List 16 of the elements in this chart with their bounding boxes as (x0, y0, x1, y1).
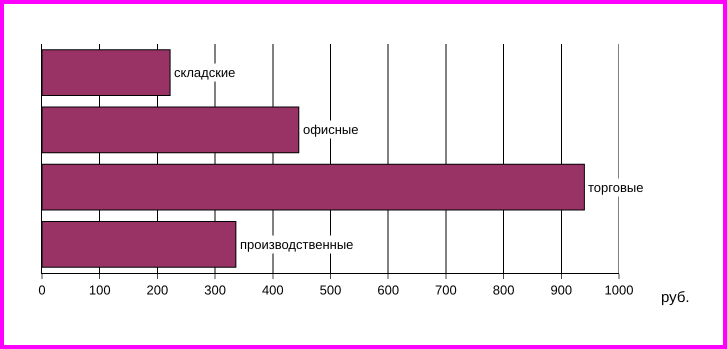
x-tick-label: 300 (204, 282, 226, 298)
x-tick-label: 1000 (604, 282, 634, 298)
y-tick-label: офисные (303, 122, 358, 137)
x-tick-label: 900 (550, 282, 572, 298)
x-tick-label: 600 (377, 282, 400, 298)
x-tick-label: 500 (320, 282, 342, 298)
y-tick-label: складские (174, 65, 236, 80)
x-tick-label: 100 (88, 282, 111, 298)
y-tick-label: торговые (588, 180, 644, 195)
x-tick-label: 0 (38, 282, 46, 298)
x-tick-label: 700 (435, 282, 457, 298)
y-tick-label: производственные (240, 237, 354, 252)
x-tick-label: 400 (262, 282, 284, 298)
x-axis-title: руб. (661, 289, 690, 306)
x-tick-label: 800 (492, 282, 514, 298)
x-tick-label: 200 (146, 282, 168, 298)
